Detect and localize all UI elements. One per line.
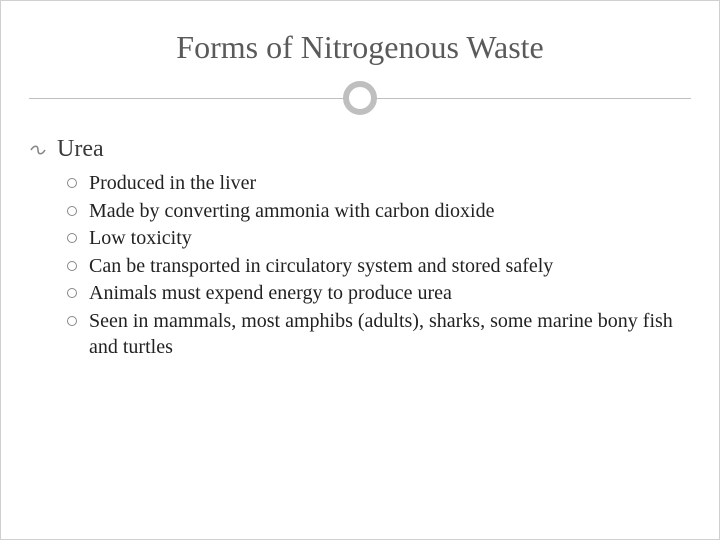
list-item: Seen in mammals, most amphibs (adults), … [67,309,691,360]
circle-bullet-icon [67,206,77,216]
list-item-text: Can be transported in circulatory system… [89,254,691,280]
bullet-list: Produced in the liver Made by converting… [67,171,691,360]
slide-title: Forms of Nitrogenous Waste [29,29,691,66]
list-item: Produced in the liver [67,171,691,197]
circle-bullet-icon [67,316,77,326]
list-item: Made by converting ammonia with carbon d… [67,199,691,225]
list-item-text: Animals must expend energy to produce ur… [89,281,691,307]
list-item-text: Seen in mammals, most amphibs (adults), … [89,309,691,360]
list-item-text: Low toxicity [89,226,691,252]
list-item: Can be transported in circulatory system… [67,254,691,280]
slide-container: Forms of Nitrogenous Waste Urea Produced… [0,0,720,540]
heading-text: Urea [57,136,104,162]
circle-bullet-icon [67,261,77,271]
divider-circle-icon [343,81,377,115]
list-item: Animals must expend energy to produce ur… [67,281,691,307]
circle-bullet-icon [67,178,77,188]
list-item-text: Made by converting ammonia with carbon d… [89,199,691,225]
circle-bullet-icon [67,288,77,298]
section-heading: Urea [29,136,691,163]
circle-bullet-icon [67,233,77,243]
list-item: Low toxicity [67,226,691,252]
list-item-text: Produced in the liver [89,171,691,197]
title-divider [29,78,691,118]
